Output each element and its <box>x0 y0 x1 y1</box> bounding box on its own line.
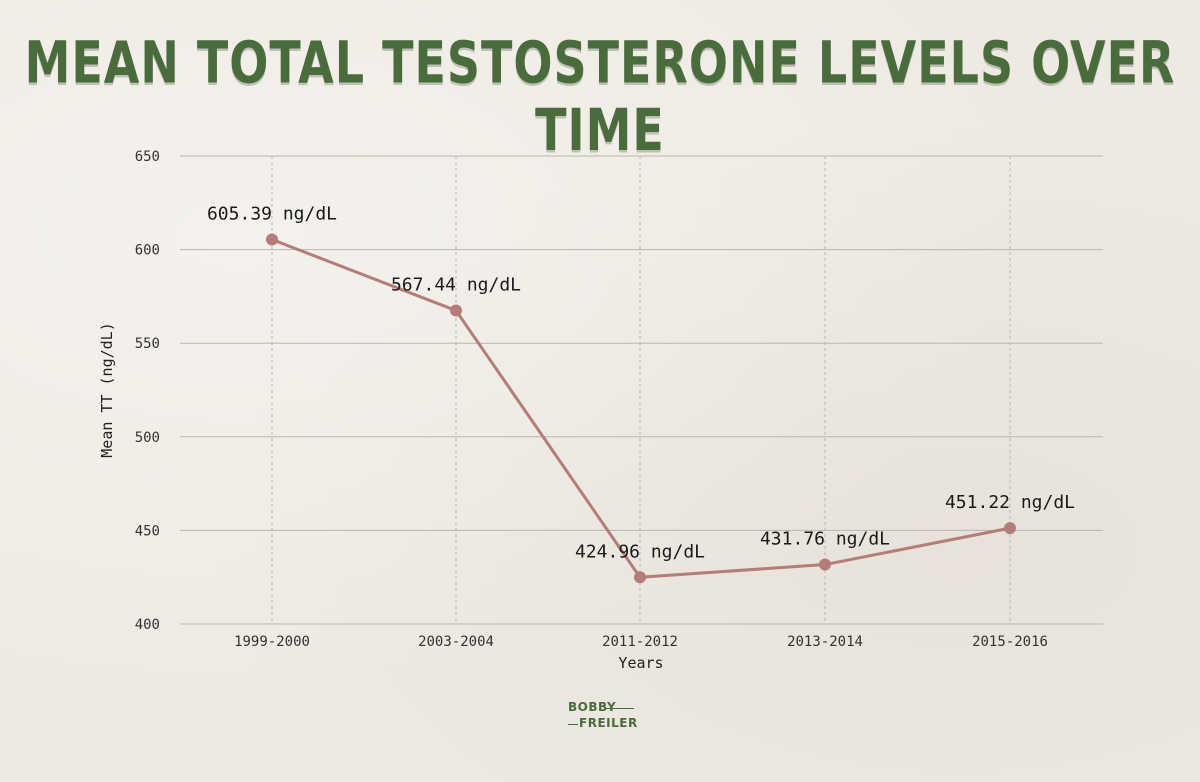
brand-logo: BOBBY FREILER <box>566 700 638 734</box>
y-tick-label: 500 <box>135 430 160 446</box>
x-axis-label: Years <box>618 654 663 672</box>
logo-rule-2 <box>568 724 578 725</box>
grid <box>180 155 1103 625</box>
x-tick-label: 2013-2014 <box>787 634 863 650</box>
x-tick-label: 2011-2012 <box>602 634 678 650</box>
y-tick-label: 550 <box>135 336 160 352</box>
y-tick-label: 400 <box>135 617 160 633</box>
series-points <box>266 233 1016 584</box>
x-tick-label: 2003-2004 <box>418 634 494 650</box>
data-label: 424.96 ng/dL <box>575 541 705 562</box>
y-tick-label: 450 <box>135 523 160 539</box>
chart-title: MEAN TOTAL TESTOSTERONE LEVELS OVER TIME <box>24 28 1176 164</box>
y-axis-ticks: 400 450 500 550 600 650 <box>135 149 160 633</box>
data-label: 431.76 ng/dL <box>760 529 890 550</box>
data-point <box>1004 522 1016 535</box>
data-point <box>450 304 462 317</box>
data-label: 451.22 ng/dL <box>945 492 1075 513</box>
x-axis-ticks: 1999-2000 2003-2004 2011-2012 2013-2014 2015… <box>234 634 1048 650</box>
data-point <box>266 233 278 246</box>
data-label: 567.44 ng/dL <box>391 275 521 296</box>
series-line <box>271 238 1011 579</box>
logo-line-2: FREILER <box>579 716 638 730</box>
x-tick-label: 1999-2000 <box>234 634 310 650</box>
y-axis-label: Mean TT (ng/dL) <box>98 322 116 457</box>
x-tick-label: 2015-2016 <box>972 634 1048 650</box>
series-polyline <box>271 238 1011 579</box>
data-point <box>819 558 831 571</box>
y-tick-label: 600 <box>135 243 160 259</box>
logo-rule-1 <box>606 708 634 709</box>
data-label: 605.39 ng/dL <box>207 204 337 225</box>
y-tick-label: 650 <box>135 149 160 165</box>
data-labels: 605.39 ng/dL 567.44 ng/dL 424.96 ng/dL 431.… <box>207 204 1075 563</box>
logo-line-1: BOBBY <box>568 700 617 714</box>
data-point <box>634 571 646 584</box>
